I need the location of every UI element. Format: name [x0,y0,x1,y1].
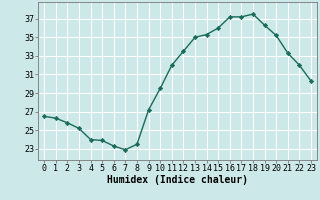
X-axis label: Humidex (Indice chaleur): Humidex (Indice chaleur) [107,175,248,185]
